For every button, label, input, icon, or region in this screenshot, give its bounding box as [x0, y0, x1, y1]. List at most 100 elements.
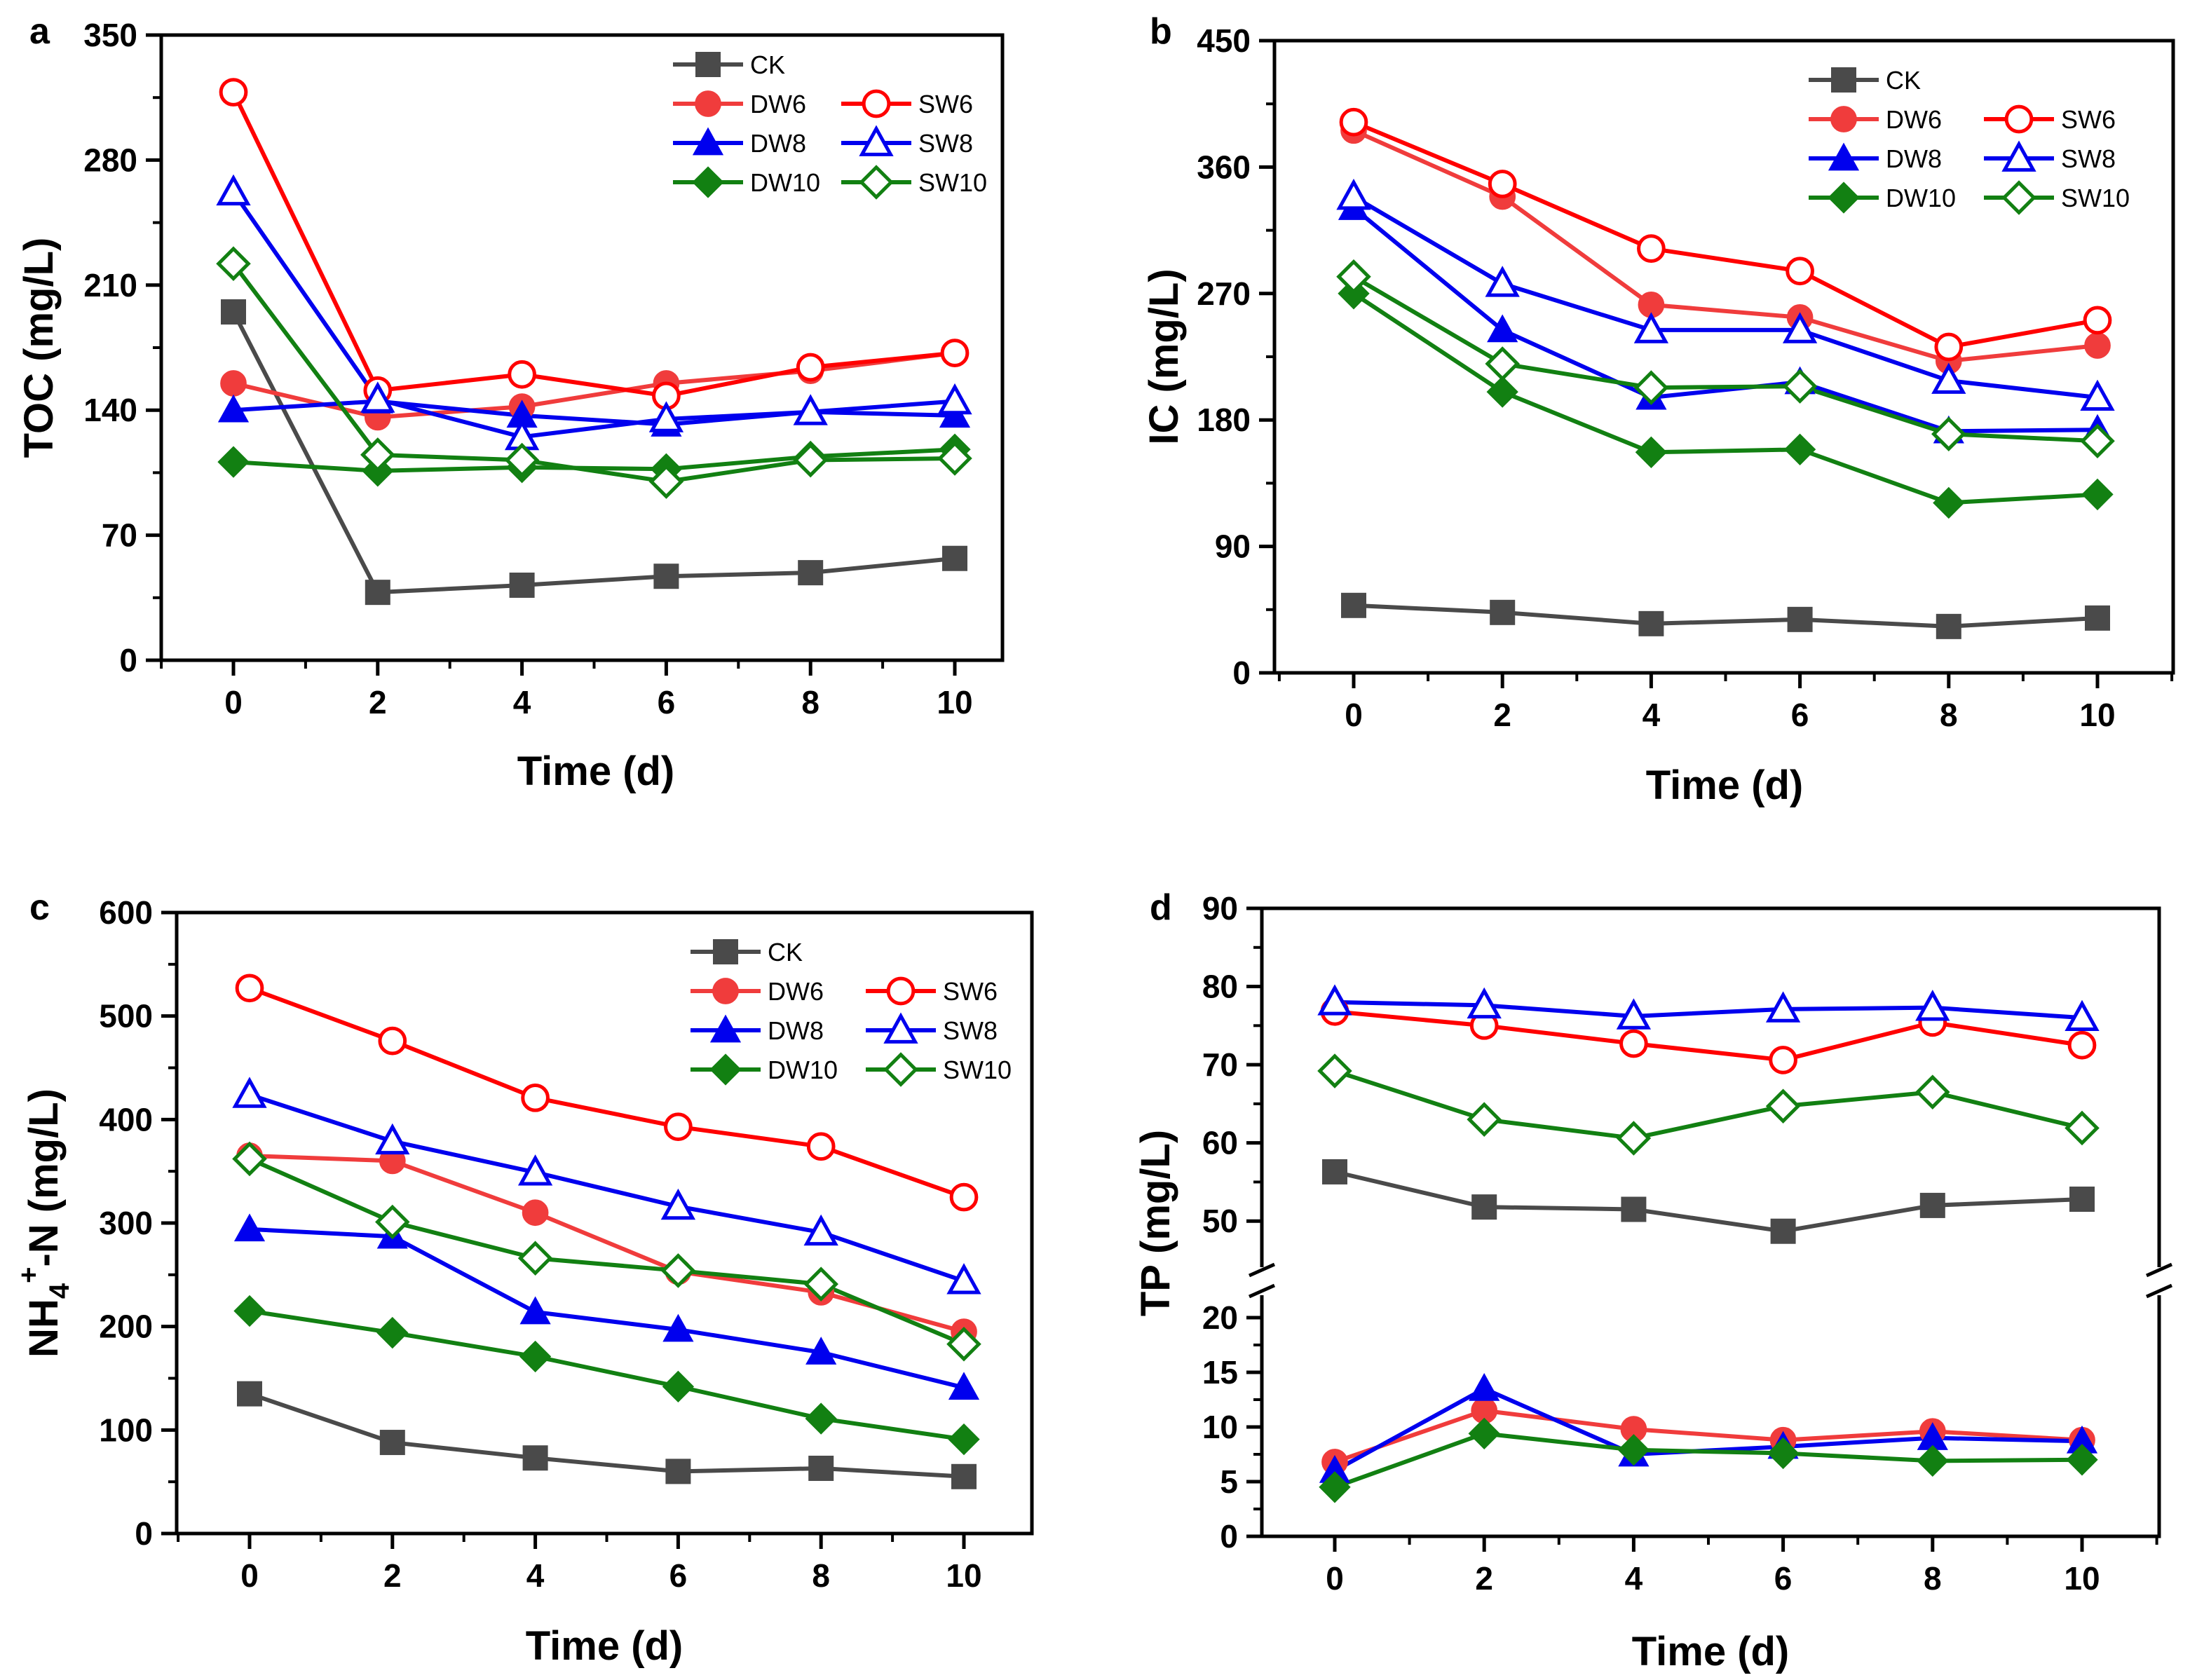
data-point-sw10	[504, 442, 540, 478]
legend-label-sw8: SW8	[2061, 144, 2116, 173]
series-line-sw10	[248, 1156, 965, 1346]
series-line-dw6	[233, 350, 955, 420]
legend-label-sw10: SW10	[918, 168, 987, 197]
legend-marker-dw10	[692, 166, 724, 198]
data-point-dw10	[2081, 478, 2114, 511]
data-point-dw8	[662, 1313, 694, 1342]
legend-marker-sw10	[2001, 180, 2036, 215]
data-point-ck	[1621, 1196, 1647, 1222]
y-tick-label: 50	[1202, 1203, 1238, 1239]
legend-label-dw8: DW8	[750, 129, 806, 158]
data-point-dw10	[1617, 1434, 1650, 1466]
panel-b-x-axis-title: Time (d)	[1646, 763, 1804, 808]
data-point-ck	[509, 572, 535, 598]
legend-marker-sw8	[883, 1012, 918, 1044]
data-point-sw8	[375, 1123, 410, 1155]
data-point-ck	[1919, 1192, 1945, 1218]
data-point-sw10	[1633, 370, 1669, 405]
data-point-sw6	[2083, 306, 2112, 335]
data-point-sw10	[648, 464, 684, 499]
series-line-dw6	[1352, 128, 2098, 364]
legend-marker-sw6	[2004, 104, 2034, 134]
data-point-dw10	[1319, 1471, 1351, 1503]
series-line-dw10	[249, 1309, 965, 1442]
data-point-sw6	[1619, 1029, 1648, 1058]
data-point-ck	[665, 1459, 691, 1484]
y-tick-label: 500	[99, 998, 153, 1034]
y-tick-label: 5	[1220, 1463, 1238, 1500]
y-tick-label: 600	[99, 894, 153, 931]
panel-b-ic: b 0 90 180 270 360 450 0 2 4 6 8 10 IC (mg/L) Time…	[1141, 11, 2175, 808]
panel-a-legend: CK DW6 SW6 DW8 SW8 DW10 SW10	[673, 50, 987, 200]
series-line-dw6	[1334, 1408, 2083, 1464]
x-tick-label: 8	[801, 684, 819, 721]
panel-d-tp: d 0 5 10 15 20 50 60 70 80 90 0 2 4 6 8 10 TP (mg/L) T…	[1133, 887, 2173, 1674]
data-point-dw8	[948, 1372, 980, 1400]
panel-d-y-ticks: 0 5 10 15 20 50 60 70 80 90	[1202, 890, 1262, 1555]
y-tick-label: 60	[1202, 1125, 1238, 1161]
data-point-sw6	[1786, 257, 1814, 286]
panel-a-y-ticks: 0 70 140 210 280 350	[83, 17, 161, 678]
legend-label-dw6: DW6	[768, 977, 824, 1006]
y-tick-label: 300	[99, 1205, 153, 1241]
data-point-sw8	[803, 1214, 838, 1246]
y-tick-label: 180	[1197, 402, 1251, 438]
legend-label-ck: CK	[750, 50, 785, 79]
x-tick-label: 2	[1475, 1560, 1493, 1597]
data-point-ck	[653, 564, 679, 589]
legend-label-dw8: DW8	[1886, 144, 1942, 173]
legend-marker-dw8	[709, 1014, 742, 1043]
series-line-sw6	[248, 985, 965, 1199]
panel-c-x-ticks: 0 2 4 6 8 10	[177, 1534, 982, 1594]
panel-c-ylabel-main: NH	[21, 1299, 67, 1358]
legend-label-sw6: SW6	[943, 977, 998, 1006]
legend-label-sw8: SW8	[918, 129, 973, 158]
panel-d-break-mark	[2145, 1283, 2173, 1299]
data-point-sw8	[1931, 362, 1966, 394]
y-tick-label: 200	[99, 1309, 153, 1345]
panel-a-y-axis-title: TOC (mg/L)	[16, 238, 62, 458]
data-point-ck	[2069, 1186, 2095, 1212]
data-point-dw8	[217, 394, 250, 423]
legend-label-dw6: DW6	[1886, 105, 1942, 134]
y-tick-label: 20	[1202, 1299, 1238, 1336]
data-point-sw8	[1467, 987, 1502, 1019]
series-line-ck	[1334, 1170, 2083, 1234]
legend-marker-dw6	[1830, 106, 1857, 132]
data-point-sw8	[648, 401, 684, 432]
data-point-sw6	[219, 78, 248, 107]
panel-d-break-mark	[2145, 1262, 2173, 1278]
panel-b-plot-frame	[1272, 39, 2175, 675]
data-point-ck	[522, 1445, 548, 1471]
y-tick-label: 0	[1220, 1518, 1238, 1555]
legend-label-sw6: SW6	[918, 90, 973, 118]
y-tick-label: 360	[1197, 149, 1251, 185]
legend-label-sw6: SW6	[2061, 105, 2116, 134]
series-line-sw10	[231, 262, 955, 484]
series-line-sw10	[1352, 275, 2098, 444]
y-tick-label: 280	[83, 142, 137, 178]
x-tick-label: 6	[669, 1557, 688, 1594]
y-tick-label: 450	[1197, 22, 1251, 59]
data-point-sw10	[1485, 346, 1520, 381]
series-line-sw8	[1334, 999, 2083, 1020]
data-point-dw8	[805, 1337, 837, 1365]
data-point-sw8	[517, 1154, 553, 1186]
data-point-dw10	[805, 1402, 837, 1435]
y-tick-label: 15	[1202, 1354, 1238, 1391]
data-point-sw10	[937, 441, 972, 476]
y-tick-label: 70	[102, 517, 137, 554]
x-tick-label: 0	[1345, 697, 1363, 733]
x-tick-label: 8	[1924, 1560, 1942, 1597]
panel-b-legend: CK DW6 SW6 DW8 SW8 DW10 SW10	[1809, 66, 2130, 215]
legend-marker-sw10	[859, 165, 894, 200]
series-line-sw10	[1334, 1069, 2083, 1140]
y-tick-label: 80	[1202, 969, 1238, 1005]
data-point-sw6	[1934, 332, 1964, 362]
data-point-sw6	[1339, 107, 1368, 137]
y-tick-label: 90	[1215, 528, 1251, 565]
panel-d-x-ticks: 0 2 4 6 8 10	[1326, 1536, 2158, 1597]
series-line-dw8	[1333, 1386, 2083, 1473]
panel-c-y-ticks: 0 100 200 300 400 500 600	[99, 894, 177, 1552]
data-point-sw10	[2065, 1110, 2100, 1146]
